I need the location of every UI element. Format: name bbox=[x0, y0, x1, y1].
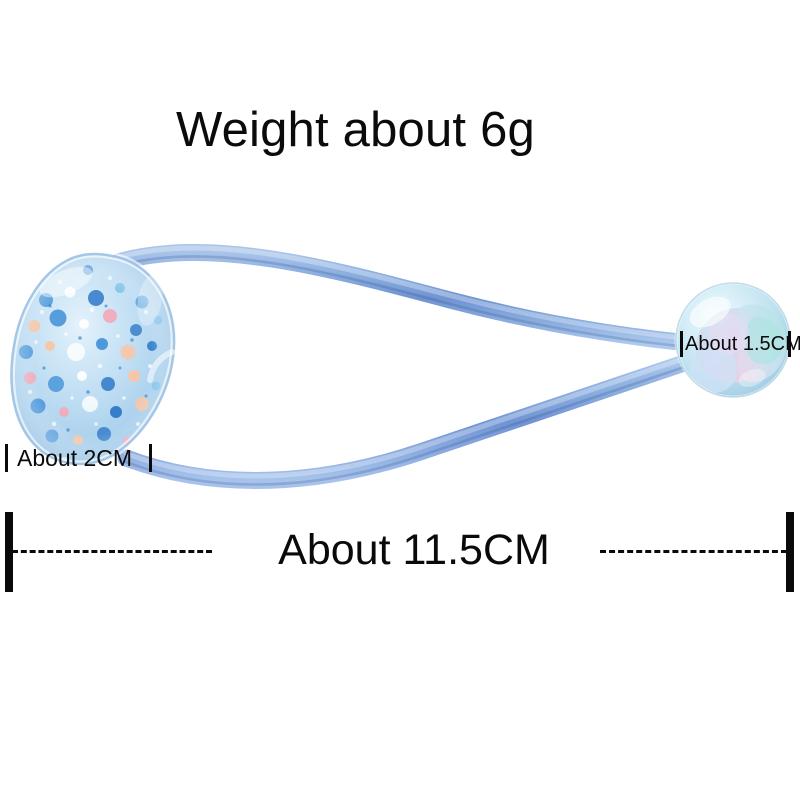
heart-width-callout: About 2CM bbox=[0, 440, 160, 476]
dashed-line-left bbox=[12, 550, 212, 553]
total-length-label: About 11.5CM bbox=[278, 526, 550, 574]
elastic-cord bbox=[109, 243, 723, 489]
end-bar-right bbox=[786, 512, 794, 592]
total-length-callout: About 11.5CM bbox=[0, 505, 800, 600]
dashed-line-right bbox=[600, 550, 787, 553]
page-title: Weight about 6g bbox=[176, 103, 535, 157]
tick-mark-left bbox=[5, 444, 8, 472]
heart-width-label: About 2CM bbox=[17, 445, 133, 471]
end-bar-left bbox=[5, 512, 13, 592]
tick-mark-right bbox=[788, 331, 791, 357]
ball-width-callout: About 1.5CM bbox=[676, 328, 800, 362]
ball-charm bbox=[674, 281, 792, 399]
heart-charm bbox=[7, 250, 178, 468]
ball-width-label: About 1.5CM bbox=[685, 333, 800, 355]
tick-mark-left bbox=[680, 331, 683, 357]
tick-mark-right bbox=[149, 444, 152, 472]
